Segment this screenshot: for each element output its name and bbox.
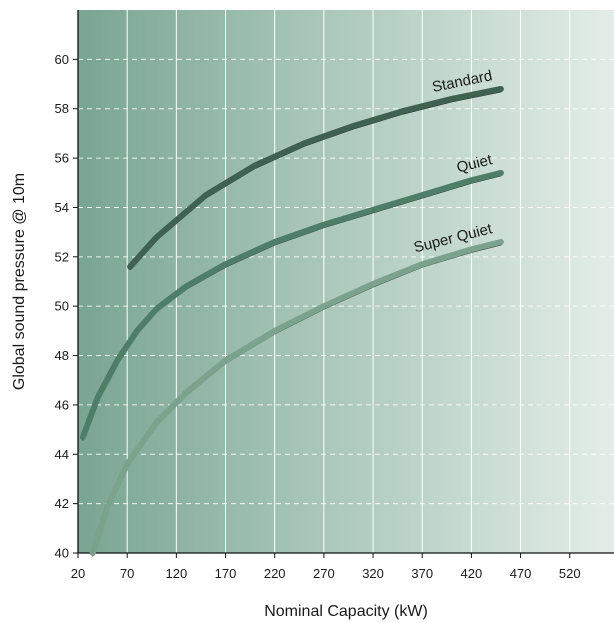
x-tick-label: 370	[411, 566, 433, 581]
x-tick-label: 270	[313, 566, 335, 581]
y-tick-label: 42	[55, 496, 69, 511]
x-axis-label: Nominal Capacity (kW)	[264, 603, 428, 620]
y-tick-label: 60	[55, 52, 69, 67]
x-tick-label: 70	[120, 566, 134, 581]
x-tick-label: 470	[510, 566, 532, 581]
x-tick-label: 120	[165, 566, 187, 581]
x-tick-label: 320	[362, 566, 384, 581]
x-tick-label: 220	[264, 566, 286, 581]
x-axis-ticks: 20 70 120 170 220 270 320 370 420 470 520	[71, 553, 581, 581]
y-tick-label: 50	[55, 299, 69, 314]
y-tick-label: 54	[55, 200, 69, 215]
x-tick-label: 420	[461, 566, 483, 581]
series-lines	[79, 86, 504, 557]
series-line-standard	[127, 86, 504, 270]
y-tick-label: 56	[55, 151, 69, 166]
x-tick-label: 520	[559, 566, 581, 581]
y-tick-label: 58	[55, 101, 69, 116]
series-line-super-quiet	[89, 239, 504, 556]
x-tick-label: 170	[215, 566, 237, 581]
y-tick-label: 46	[55, 397, 69, 412]
x-tick-label: 20	[71, 566, 85, 581]
y-tick-label: 52	[55, 249, 69, 264]
y-tick-label: 44	[55, 447, 69, 462]
plot-area	[78, 10, 614, 553]
y-tick-label: 48	[55, 348, 69, 363]
y-axis-ticks: 40 42 44 46 48 50 52 54 56 58 60	[55, 52, 78, 561]
axes	[77, 10, 614, 554]
y-tick-label: 40	[55, 546, 69, 561]
series-line-quiet	[79, 169, 504, 440]
y-axis-label: Global sound pressure @ 10m	[11, 173, 28, 390]
